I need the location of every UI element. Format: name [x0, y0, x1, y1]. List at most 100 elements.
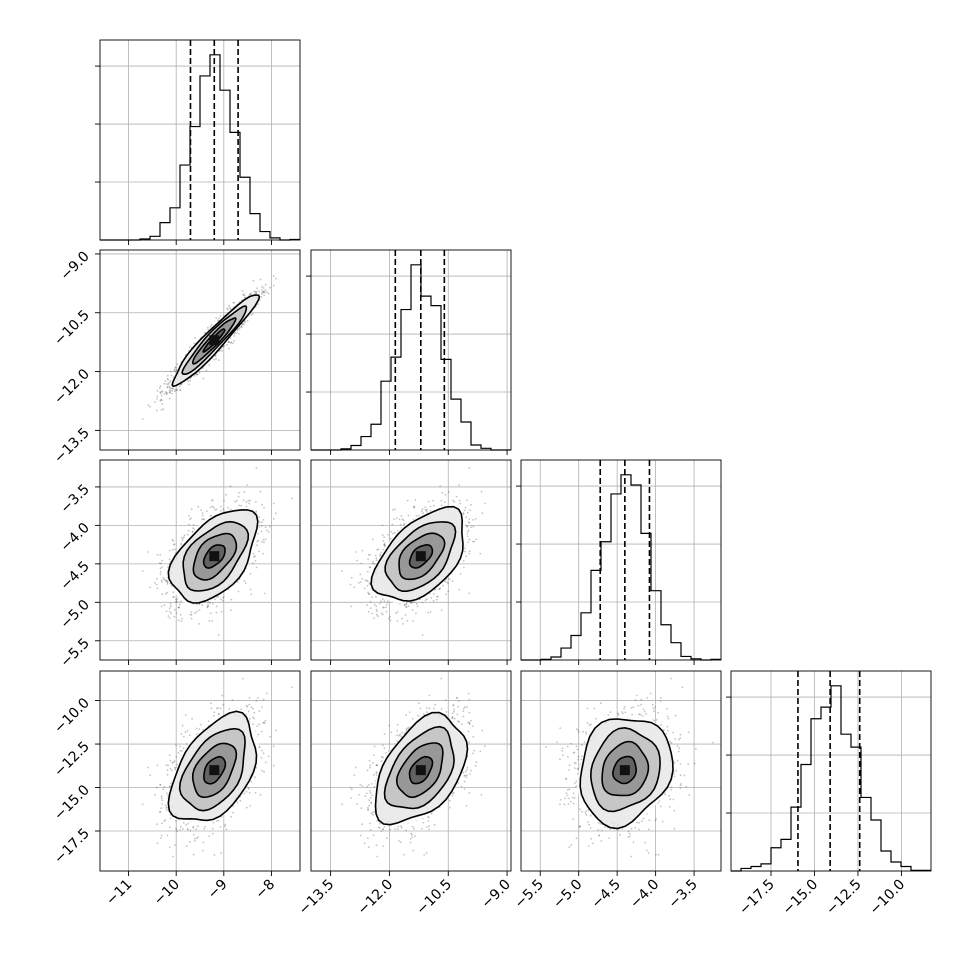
- sample-point: [168, 607, 171, 610]
- sample-point: [260, 530, 263, 533]
- sample-point: [156, 398, 158, 400]
- sample-point: [209, 325, 212, 328]
- sample-point: [369, 600, 372, 603]
- sample-point: [201, 604, 204, 607]
- sample-point: [403, 523, 405, 525]
- sample-point: [212, 506, 215, 509]
- contour-level-2: [191, 317, 237, 365]
- sample-point: [158, 387, 161, 390]
- sample-point: [415, 515, 418, 517]
- sample-point: [481, 512, 484, 515]
- sample-point: [267, 292, 270, 295]
- sample-point: [375, 605, 377, 608]
- sample-point: [244, 321, 247, 324]
- sample-point: [154, 401, 157, 403]
- sample-point: [165, 610, 168, 613]
- sample-point: [211, 620, 214, 622]
- sample-point: [263, 592, 266, 595]
- sample-point: [251, 313, 254, 315]
- sample-point: [181, 537, 184, 540]
- sample-point: [208, 364, 211, 366]
- sample-point: [245, 505, 248, 508]
- sample-point: [263, 291, 265, 294]
- sample-point: [405, 603, 408, 606]
- sample-point: [166, 581, 169, 584]
- sample-point: [183, 534, 186, 537]
- sample-point: [154, 582, 157, 584]
- sample-point: [215, 508, 218, 511]
- sample-point: [218, 317, 221, 320]
- sample-point: [155, 409, 158, 412]
- sample-point: [448, 578, 451, 580]
- sample-point: [179, 613, 182, 616]
- sample-point: [172, 548, 174, 551]
- sample-point: [227, 347, 230, 350]
- sample-point: [176, 598, 179, 600]
- sample-point: [415, 603, 418, 605]
- sample-point: [196, 603, 198, 606]
- sample-point: [254, 290, 257, 293]
- sample-point: [215, 316, 218, 319]
- sample-point: [261, 521, 263, 524]
- sample-point: [401, 617, 403, 620]
- sample-point: [233, 301, 236, 304]
- sample-point: [396, 611, 399, 613]
- sample-point: [366, 604, 368, 607]
- sample-point: [255, 290, 258, 293]
- sample-point: [381, 534, 384, 537]
- sample-point: [432, 499, 434, 502]
- sample-point: [383, 600, 386, 603]
- sample-point: [442, 584, 445, 587]
- sample-point: [236, 328, 239, 331]
- sample-point: [217, 319, 219, 321]
- panel-frame: [520, 459, 722, 661]
- sample-point: [147, 551, 150, 553]
- sample-point: [198, 371, 201, 374]
- sample-point: [219, 314, 222, 317]
- sample-point: [173, 543, 176, 546]
- sample-point: [174, 390, 176, 392]
- sample-point: [189, 613, 192, 616]
- sample-point: [413, 506, 415, 509]
- sample-point: [249, 573, 252, 575]
- sample-point: [233, 335, 236, 337]
- sample-point: [162, 408, 165, 411]
- sample-point: [175, 612, 178, 614]
- sample-point: [467, 521, 470, 524]
- sample-point: [174, 388, 177, 391]
- sample-point: [200, 509, 202, 511]
- sample-point: [458, 484, 461, 486]
- sample-point: [375, 613, 378, 616]
- sample-point: [158, 562, 161, 565]
- sample-point: [196, 373, 199, 376]
- sample-point: [156, 577, 158, 580]
- sample-point: [383, 606, 385, 609]
- sample-point: [179, 603, 181, 606]
- sample-point: [462, 560, 465, 562]
- sample-point: [215, 354, 217, 357]
- sample-point: [247, 499, 250, 502]
- sample-point: [405, 606, 408, 609]
- sample-point: [227, 506, 229, 509]
- sample-point: [421, 508, 424, 511]
- sample-point: [272, 284, 275, 287]
- sample-point: [366, 584, 369, 587]
- sample-point: [225, 493, 227, 496]
- sample-point: [161, 403, 164, 405]
- sample-point: [207, 601, 209, 604]
- sample-point: [385, 610, 388, 613]
- sample-point: [252, 279, 255, 282]
- panel-body: [341, 467, 486, 636]
- sample-point: [243, 323, 245, 326]
- sample-point: [255, 292, 258, 295]
- sample-point: [242, 293, 245, 295]
- sample-point: [291, 497, 293, 500]
- sample-point: [374, 554, 377, 557]
- sample-point: [262, 290, 265, 293]
- sample-point: [382, 548, 385, 551]
- histogram-grid: [731, 671, 931, 871]
- sample-point: [161, 390, 163, 393]
- sample-point: [250, 292, 252, 295]
- sample-point: [376, 615, 379, 617]
- sample-point: [381, 524, 384, 527]
